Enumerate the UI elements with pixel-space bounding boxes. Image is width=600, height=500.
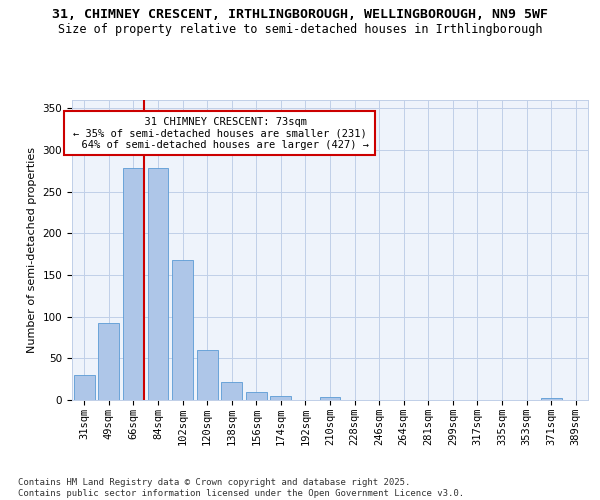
Bar bbox=[246, 392, 267, 400]
Bar bbox=[271, 396, 292, 400]
Text: 31, CHIMNEY CRESCENT, IRTHLINGBOROUGH, WELLINGBOROUGH, NN9 5WF: 31, CHIMNEY CRESCENT, IRTHLINGBOROUGH, W… bbox=[52, 8, 548, 20]
Text: Contains HM Land Registry data © Crown copyright and database right 2025.
Contai: Contains HM Land Registry data © Crown c… bbox=[18, 478, 464, 498]
Bar bbox=[148, 168, 169, 400]
Text: 31 CHIMNEY CRESCENT: 73sqm
← 35% of semi-detached houses are smaller (231)
  64%: 31 CHIMNEY CRESCENT: 73sqm ← 35% of semi… bbox=[70, 116, 370, 150]
Bar bbox=[197, 350, 218, 400]
Y-axis label: Number of semi-detached properties: Number of semi-detached properties bbox=[27, 147, 37, 353]
Text: Size of property relative to semi-detached houses in Irthlingborough: Size of property relative to semi-detach… bbox=[58, 22, 542, 36]
Bar bbox=[123, 168, 144, 400]
Bar bbox=[320, 396, 340, 400]
Bar bbox=[221, 382, 242, 400]
Bar bbox=[541, 398, 562, 400]
Bar bbox=[74, 375, 95, 400]
Bar bbox=[98, 322, 119, 400]
Bar bbox=[172, 260, 193, 400]
